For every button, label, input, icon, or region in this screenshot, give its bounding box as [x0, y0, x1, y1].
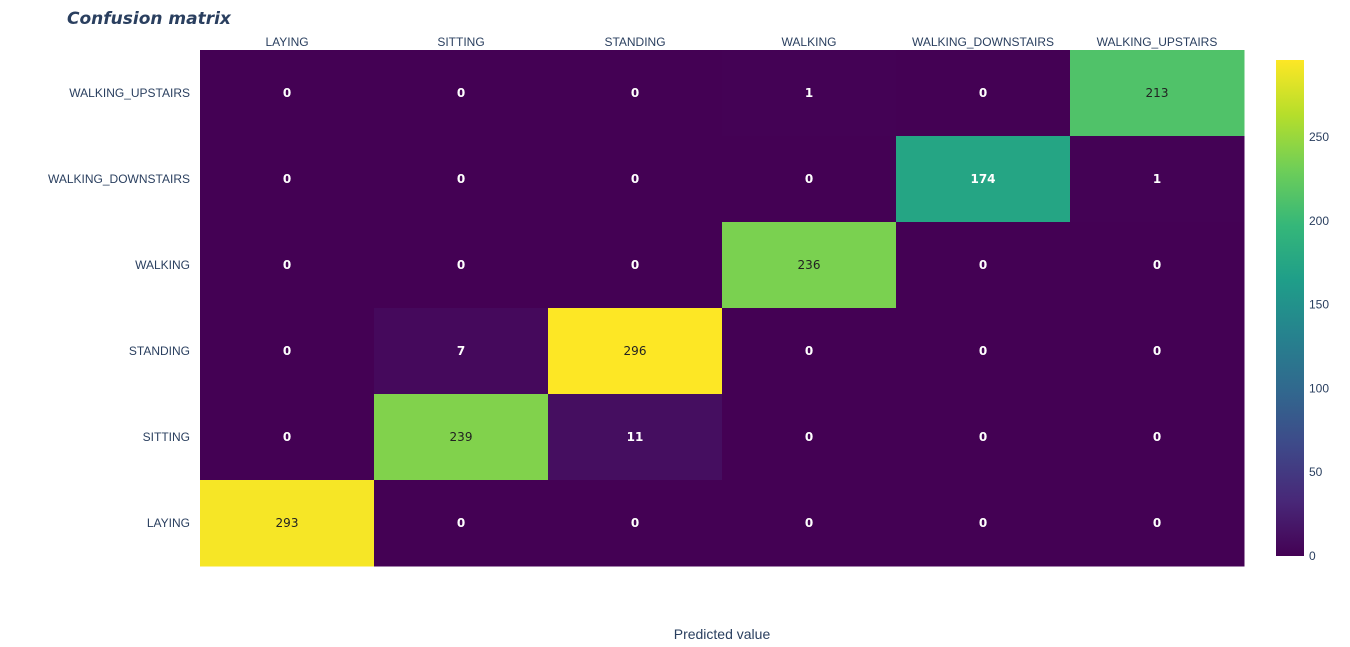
cell-value-label: 1: [1153, 172, 1161, 186]
y-axis-ticks: WALKING_UPSTAIRS WALKING_DOWNSTAIRS WALKIN…: [48, 86, 190, 530]
cell-value-label: 0: [283, 430, 291, 444]
heatmap-cell: [1070, 222, 1245, 309]
cell-value-label: 0: [805, 430, 813, 444]
cell-value-label: 293: [276, 516, 299, 530]
colorbar-tick-label: 50: [1309, 465, 1323, 479]
heatmap-cell: [200, 50, 375, 137]
heatmap-cell: [548, 480, 723, 567]
cell-value-label: 0: [1153, 344, 1161, 358]
cell-value-label: 0: [283, 86, 291, 100]
heatmap-cell: [548, 308, 723, 395]
cell-value-label: 239: [450, 430, 473, 444]
cell-value-label: 0: [1153, 258, 1161, 272]
heatmap-cell: [722, 308, 897, 395]
heatmap-cell: [896, 394, 1071, 481]
heatmap-cell: [374, 136, 549, 223]
y-tick-label: SITTING: [143, 430, 190, 444]
y-tick-label: LAYING: [147, 516, 190, 530]
cell-value-label: 7: [457, 344, 465, 358]
x-tick-label: SITTING: [437, 35, 484, 49]
cell-value-label: 0: [457, 516, 465, 530]
heatmap-cell: [548, 394, 723, 481]
heatmap-cell: [374, 394, 549, 481]
colorbar-ticks: 0 50 100 150 200 250: [1309, 130, 1329, 563]
colorbar-tick-label: 100: [1309, 381, 1329, 395]
y-tick-label: STANDING: [129, 344, 190, 358]
cell-value-label: 0: [283, 172, 291, 186]
heatmap-cell: [722, 394, 897, 481]
heatmap-cell: [896, 50, 1071, 137]
heatmap-cell: [722, 480, 897, 567]
heatmap-cell: [1070, 50, 1245, 137]
cell-value-label: 0: [457, 172, 465, 186]
cell-value-label: 0: [457, 86, 465, 100]
cell-value-label: 0: [979, 86, 987, 100]
heatmap-cell: [200, 394, 375, 481]
cell-value-label: 0: [979, 516, 987, 530]
cell-value-label: 11: [627, 430, 644, 444]
cell-value-label: 0: [631, 516, 639, 530]
heatmap-cell: [1070, 480, 1245, 567]
heatmap-cell: [200, 308, 375, 395]
heatmap-cell: [896, 136, 1071, 223]
cell-value-label: 0: [631, 86, 639, 100]
heatmap-cell: [896, 480, 1071, 567]
chart-title: Confusion matrix: [67, 9, 232, 29]
cell-value-label: 0: [1153, 430, 1161, 444]
heatmap-cell: [374, 50, 549, 137]
x-tick-label: WALKING_UPSTAIRS: [1097, 35, 1218, 49]
heatmap-cell: [722, 136, 897, 223]
heatmap-cell: [722, 50, 897, 137]
cell-value-label: 0: [979, 344, 987, 358]
colorbar-tick-label: 200: [1309, 214, 1329, 228]
colorbar-tick-label: 250: [1309, 130, 1329, 144]
cell-value-label: 0: [979, 430, 987, 444]
colorbar-tick-label: 150: [1309, 298, 1329, 312]
x-tick-label: WALKING_DOWNSTAIRS: [912, 35, 1054, 49]
y-tick-label: WALKING_UPSTAIRS: [69, 86, 190, 100]
x-axis-ticks: LAYING SITTING STANDING WALKING WALKING_DOWN…: [265, 35, 1217, 49]
x-tick-label: STANDING: [604, 35, 665, 49]
y-tick-label: WALKING: [135, 258, 190, 272]
heatmap-cell: [200, 222, 375, 309]
cell-value-label: 0: [631, 172, 639, 186]
cell-value-label: 0: [631, 258, 639, 272]
heatmap-cell: [1070, 394, 1245, 481]
x-tick-label: LAYING: [265, 35, 308, 49]
cell-value-label: 0: [805, 172, 813, 186]
colorbar: [1276, 60, 1304, 556]
heatmap-cell: [548, 50, 723, 137]
heatmap-cell: [722, 222, 897, 309]
x-tick-label: WALKING: [782, 35, 837, 49]
heatmap-cell: [548, 222, 723, 309]
heatmap-cell: [200, 136, 375, 223]
cell-value-label: 0: [805, 516, 813, 530]
cell-value-label: 1: [805, 86, 813, 100]
cell-value-label: 0: [979, 258, 987, 272]
heatmap-cell: [896, 222, 1071, 309]
cell-value-label: 213: [1146, 86, 1169, 100]
y-tick-label: WALKING_DOWNSTAIRS: [48, 172, 190, 186]
heatmap-cell: [200, 480, 375, 567]
cell-value-label: 296: [624, 344, 647, 358]
cell-value-label: 0: [1153, 516, 1161, 530]
heatmap-cell: [1070, 136, 1245, 223]
heatmap-cell-labels: 0 0 0 1 0 213 0 0 0 0 174 1 0 0 0 236 0 0 0 7 296 0 0 0 0 239 11 0 0…: [276, 86, 1169, 530]
heatmap-cell: [374, 480, 549, 567]
cell-value-label: 0: [457, 258, 465, 272]
heatmap-cell: [374, 222, 549, 309]
heatmap-cell: [548, 136, 723, 223]
heatmap-cell: [1070, 308, 1245, 395]
x-axis-title: Predicted value: [674, 626, 771, 642]
cell-value-label: 236: [798, 258, 821, 272]
heatmap-cell: [374, 308, 549, 395]
heatmap-cell: [896, 308, 1071, 395]
cell-value-label: 174: [970, 172, 995, 186]
colorbar-tick-label: 0: [1309, 549, 1316, 563]
cell-value-label: 0: [283, 344, 291, 358]
cell-value-label: 0: [283, 258, 291, 272]
cell-value-label: 0: [805, 344, 813, 358]
heatmap-cells: [200, 50, 1245, 567]
